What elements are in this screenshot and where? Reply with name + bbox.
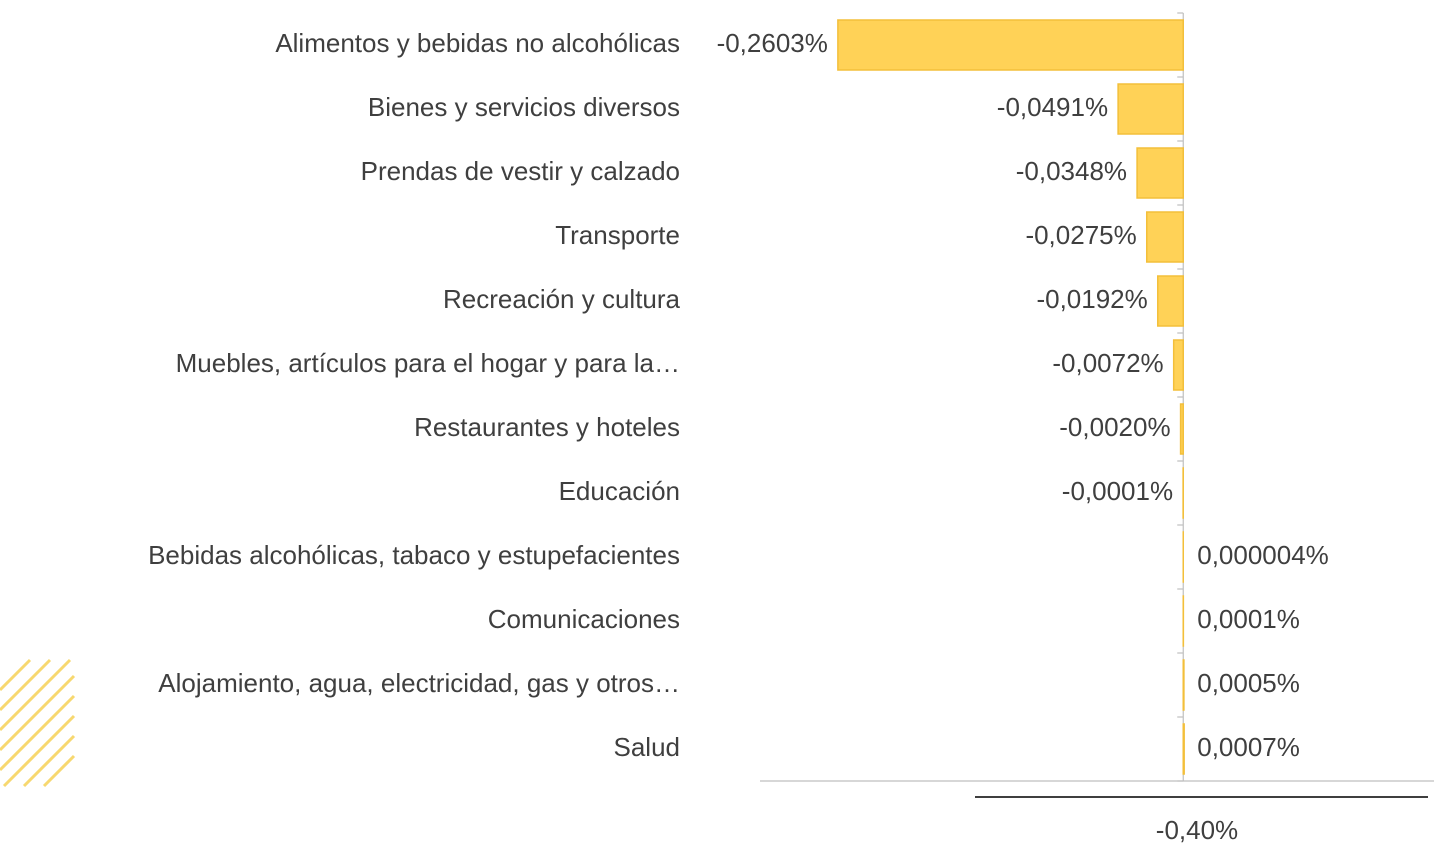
value-label: -0,0348% — [1016, 156, 1127, 186]
value-label: -0,0001% — [1062, 476, 1173, 506]
value-label: 0,000004% — [1197, 540, 1329, 570]
bar — [1182, 723, 1185, 775]
value-label: -0,0192% — [1036, 284, 1147, 314]
bar — [837, 19, 1184, 71]
value-label: 0,0001% — [1197, 604, 1300, 634]
category-label: Comunicaciones — [488, 604, 680, 634]
bar — [1179, 403, 1184, 455]
value-label: -0,0275% — [1025, 220, 1136, 250]
category-label: Alojamiento, agua, electricidad, gas y o… — [158, 668, 680, 698]
bar — [1172, 339, 1184, 391]
category-label: Recreación y cultura — [443, 284, 681, 314]
category-label: Bienes y servicios diversos — [368, 92, 680, 122]
bar — [1146, 211, 1184, 263]
value-label: -0,2603% — [717, 28, 828, 58]
value-label: -0,0491% — [997, 92, 1108, 122]
category-label: Bebidas alcohólicas, tabaco y estupefaci… — [148, 540, 680, 570]
value-label: 0,0007% — [1197, 732, 1300, 762]
category-label: Alimentos y bebidas no alcohólicas — [275, 28, 680, 58]
bar — [1182, 659, 1185, 711]
category-label: Prendas de vestir y calzado — [361, 156, 680, 186]
category-label: Muebles, artículos para el hogar y para … — [176, 348, 680, 378]
value-label: -0,0072% — [1052, 348, 1163, 378]
decoration-stripes — [0, 658, 76, 788]
category-label: Salud — [614, 732, 681, 762]
category-label: Educación — [559, 476, 680, 506]
bar — [1117, 83, 1184, 135]
category-label: Transporte — [555, 220, 680, 250]
bar — [1157, 275, 1184, 327]
annotation: -0,40% — [1156, 815, 1238, 845]
value-label: 0,0005% — [1197, 668, 1300, 698]
bar — [1136, 147, 1184, 199]
value-label: -0,0020% — [1059, 412, 1170, 442]
category-label: Restaurantes y hoteles — [414, 412, 680, 442]
